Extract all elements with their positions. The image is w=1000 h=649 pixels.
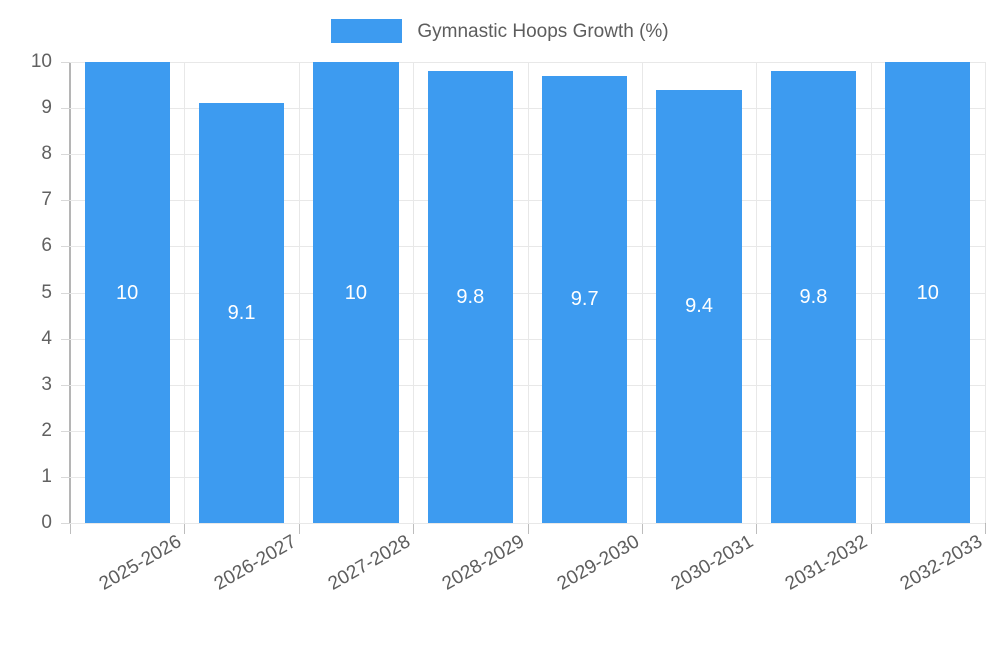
y-axis-tick-label: 8 — [41, 143, 52, 165]
x-axis-tick — [184, 524, 186, 534]
chart-legend: Gymnastic Hoops Growth (%) — [0, 14, 1000, 48]
x-axis-tick-label: 2025-2026 — [96, 531, 186, 595]
x-axis-tick — [985, 524, 986, 534]
y-axis-tick-label: 0 — [41, 512, 52, 533]
gridline-horizontal — [70, 154, 985, 156]
plot-area — [70, 62, 986, 524]
horizontal-gridlines — [70, 62, 985, 524]
x-axis-tick — [298, 524, 300, 534]
x-axis-tick — [641, 524, 643, 534]
gridline-vertical — [184, 62, 186, 523]
y-axis-tick-label: 3 — [41, 373, 52, 395]
gridline-vertical — [641, 62, 643, 523]
gridline-horizontal — [70, 476, 985, 478]
y-axis-tick-label: 4 — [41, 327, 52, 349]
y-axis-tick — [61, 384, 70, 386]
y-axis-tick — [61, 62, 70, 63]
gridline-horizontal — [70, 200, 985, 202]
x-axis-tick — [70, 524, 71, 534]
y-axis-tick-label: 7 — [41, 189, 52, 211]
y-axis-tick-label: 2 — [41, 419, 52, 441]
legend-color-swatch-icon — [331, 19, 403, 43]
gridline-horizontal — [70, 62, 985, 63]
gridline-vertical — [985, 62, 986, 523]
y-axis-tick-label: 1 — [41, 465, 52, 487]
y-axis-tick — [61, 200, 70, 202]
gridline-vertical — [413, 62, 415, 523]
gridline-horizontal — [70, 108, 985, 110]
x-axis-tick — [870, 524, 872, 534]
gridline-horizontal — [70, 384, 985, 386]
y-axis-tick-label: 6 — [41, 235, 52, 257]
y-axis-tick — [61, 430, 70, 432]
gridline-horizontal — [70, 292, 985, 294]
legend-item-label: Gymnastic Hoops Growth (%) — [417, 20, 669, 42]
y-axis-tick-label: 9 — [41, 97, 52, 119]
gridline-horizontal — [70, 430, 985, 432]
x-axis-tick — [527, 524, 529, 534]
gridline-horizontal — [70, 246, 985, 248]
y-axis-tick — [61, 246, 70, 248]
y-axis-tick — [61, 476, 70, 478]
y-axis-tick-label: 10 — [30, 51, 52, 72]
x-axis-tick — [756, 524, 758, 534]
bar-chart: Gymnastic Hoops Growth (%) 0 1 2 3 4 5 6 7 8 9 10 … — [0, 14, 1000, 595]
x-axis-tick — [413, 524, 415, 534]
y-axis-tick-label: 5 — [41, 281, 52, 303]
gridline-vertical — [298, 62, 300, 523]
gridline-vertical — [527, 62, 529, 523]
y-axis-tick — [61, 292, 70, 294]
y-axis-tick — [61, 154, 70, 156]
gridline-vertical — [870, 62, 872, 523]
vertical-gridlines — [70, 62, 986, 523]
legend-item-gymnastic-hoops-growth[interactable]: Gymnastic Hoops Growth (%) — [331, 19, 669, 43]
y-axis-tick — [61, 108, 70, 110]
y-axis-tick — [61, 338, 70, 340]
y-axis-tick — [61, 523, 70, 524]
gridline-horizontal — [70, 338, 985, 340]
gridline-vertical — [756, 62, 758, 523]
